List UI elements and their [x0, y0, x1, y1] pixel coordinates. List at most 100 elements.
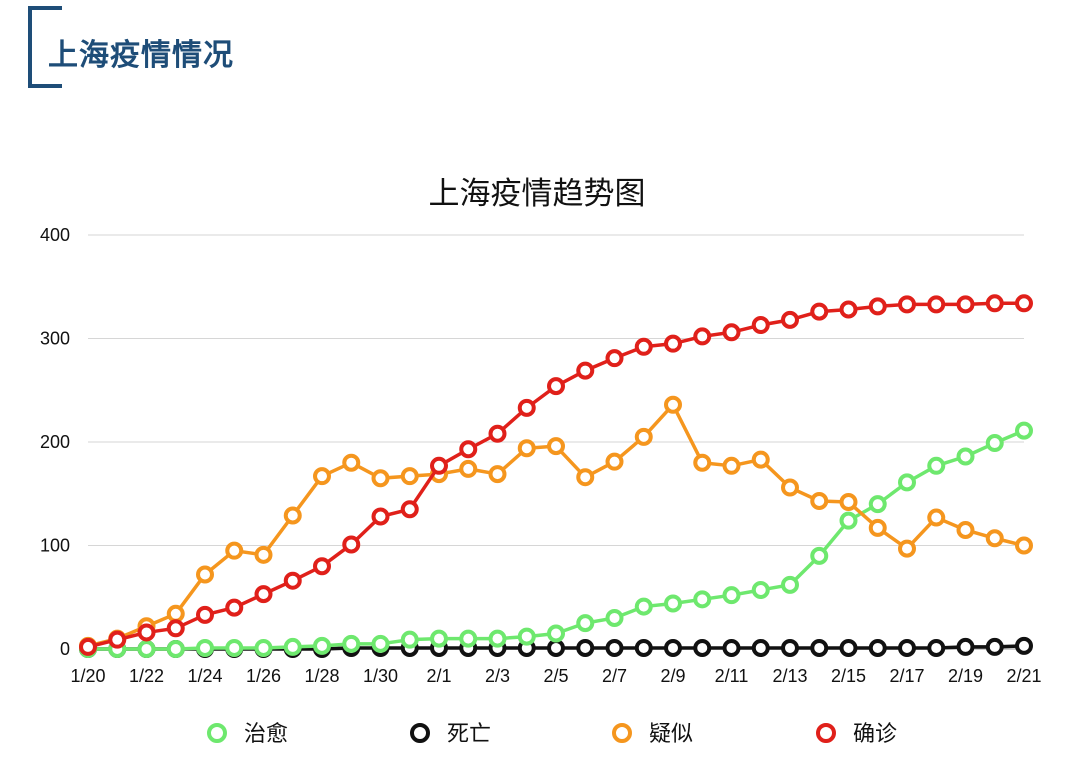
x-tick-label: 1/24 — [187, 666, 222, 686]
x-tick-label: 2/15 — [831, 666, 866, 686]
data-point — [166, 619, 185, 638]
data-point — [254, 545, 273, 564]
data-point — [254, 585, 273, 604]
data-point — [400, 467, 419, 486]
data-point — [898, 295, 916, 314]
data-point — [868, 297, 887, 316]
legend-item: 确诊 — [816, 722, 897, 747]
data-point — [576, 468, 595, 487]
data-point — [79, 637, 97, 656]
data-point — [283, 637, 302, 656]
series-确诊 — [79, 294, 1033, 656]
data-point — [605, 638, 624, 657]
data-point — [956, 295, 975, 314]
data-point — [576, 638, 595, 657]
data-point — [547, 377, 565, 396]
data-point — [868, 495, 887, 514]
data-point — [196, 565, 214, 584]
page-title: 上海疫情情况 — [48, 38, 234, 73]
data-point — [1015, 421, 1033, 440]
legend-marker-icon — [816, 723, 836, 743]
data-point — [927, 456, 946, 475]
data-point — [605, 608, 624, 627]
data-point — [898, 539, 916, 558]
data-point — [810, 638, 829, 657]
legend-marker-icon — [612, 723, 632, 743]
legend-item: 治愈 — [207, 722, 288, 747]
series-治愈 — [79, 421, 1033, 658]
x-tick-label: 1/28 — [304, 666, 339, 686]
data-point — [781, 575, 799, 594]
data-point — [956, 520, 975, 539]
data-point — [898, 638, 916, 657]
data-point — [430, 456, 448, 475]
data-point — [781, 310, 799, 329]
data-point — [313, 636, 331, 655]
x-tick-label: 2/13 — [772, 666, 807, 686]
data-point — [225, 598, 244, 617]
data-point — [664, 334, 682, 353]
data-point — [371, 634, 390, 653]
data-point — [488, 424, 507, 443]
data-point — [781, 478, 799, 497]
data-point — [634, 597, 653, 616]
data-point — [225, 541, 244, 560]
data-point — [839, 638, 858, 657]
y-tick-label: 0 — [60, 639, 70, 659]
data-point — [517, 439, 536, 458]
data-point — [254, 638, 273, 657]
y-tick-label: 300 — [40, 329, 70, 349]
legend-item: 疑似 — [612, 722, 693, 747]
legend-label: 死亡 — [447, 722, 491, 747]
x-tick-label: 2/9 — [660, 666, 685, 686]
legend-label: 确诊 — [853, 722, 897, 747]
data-point — [196, 605, 214, 624]
data-point — [722, 638, 741, 657]
legend-label: 疑似 — [649, 722, 693, 747]
data-point — [722, 323, 741, 342]
x-tick-label: 2/3 — [485, 666, 510, 686]
data-point — [634, 638, 653, 657]
data-point — [342, 535, 361, 554]
data-point — [313, 467, 331, 486]
data-point — [488, 465, 507, 484]
legend-item: 死亡 — [410, 722, 491, 747]
data-point — [839, 511, 858, 530]
grid-layer: 0 100 200 300 400 1/20 1/22 1/24 1/26 1/28 1/30 2/1… — [40, 225, 1042, 686]
data-point — [166, 640, 185, 658]
x-tick-label: 2/1 — [426, 666, 451, 686]
data-point — [459, 459, 478, 478]
x-tick-label: 1/20 — [70, 666, 105, 686]
data-point — [371, 469, 390, 488]
series-line — [88, 429, 1025, 651]
data-point — [605, 452, 624, 471]
data-point — [517, 627, 536, 646]
chart-legend: 治愈 死亡 疑似 确诊 — [207, 722, 897, 747]
x-tick-label: 2/5 — [543, 666, 568, 686]
data-point — [137, 623, 156, 642]
legend-marker-icon — [410, 723, 430, 743]
data-point — [137, 640, 156, 658]
data-point — [781, 638, 799, 657]
data-point — [693, 590, 712, 609]
data-point — [810, 302, 829, 321]
data-point — [108, 630, 127, 649]
series-layer — [79, 294, 1033, 658]
data-point — [634, 337, 653, 356]
data-point — [693, 327, 712, 346]
data-point — [810, 546, 829, 565]
x-tick-label: 2/17 — [889, 666, 924, 686]
y-tick-label: 400 — [40, 225, 70, 245]
data-point — [664, 395, 682, 414]
data-point — [459, 440, 478, 459]
data-point — [839, 300, 858, 319]
series-line — [87, 301, 1024, 649]
chart-title: 上海疫情趋势图 — [429, 176, 646, 212]
y-tick-label: 100 — [40, 536, 70, 556]
data-point — [664, 638, 682, 657]
x-tick-label: 2/7 — [602, 666, 627, 686]
data-point — [751, 316, 770, 335]
data-point — [547, 638, 565, 657]
x-tick-label: 2/21 — [1006, 666, 1041, 686]
x-tick-label: 1/30 — [363, 666, 398, 686]
